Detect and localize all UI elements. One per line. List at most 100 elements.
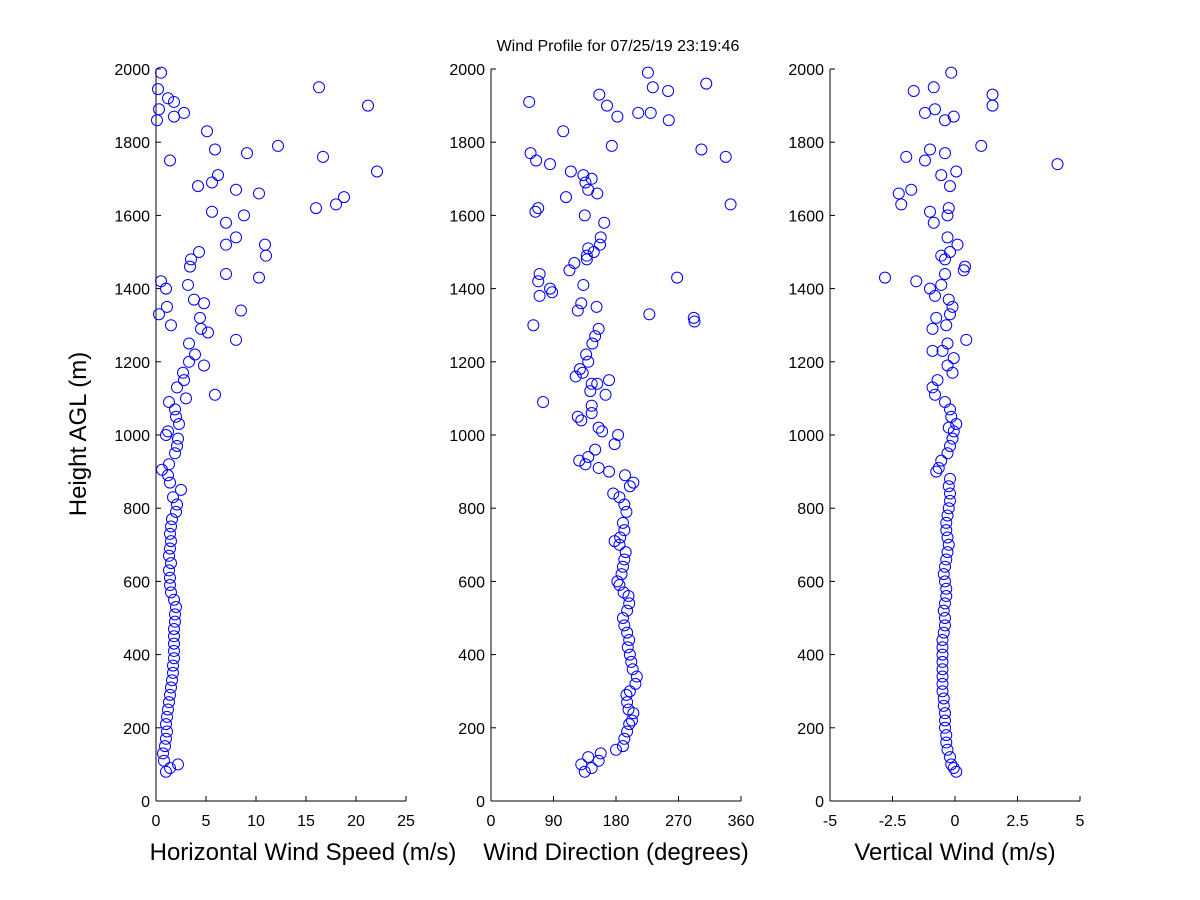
vertical-data-point	[936, 685, 949, 698]
direction-data-point	[616, 516, 629, 529]
speed-data-point	[165, 681, 177, 694]
vertical-data-point	[940, 553, 953, 566]
speed-y-tick-label: 800	[123, 501, 150, 518]
direction-data-point	[532, 275, 545, 288]
speed-data-point	[164, 542, 176, 555]
speed-data-point	[170, 410, 182, 423]
direction-data-point	[619, 469, 632, 482]
direction-data-point	[629, 677, 642, 690]
vertical-data-point	[927, 81, 940, 94]
direction-data-point	[591, 377, 604, 390]
vertical-data-point	[975, 139, 988, 152]
vertical-data-point	[986, 88, 999, 101]
speed-data-point	[164, 571, 176, 584]
vertical-data-point	[947, 352, 960, 365]
speed-data-point	[235, 304, 247, 317]
direction-y-tick-label: 400	[458, 648, 485, 665]
speed-data-point	[362, 99, 374, 112]
direction-data-point	[575, 414, 588, 427]
direction-data-point	[592, 421, 605, 434]
direction-data-point	[582, 242, 595, 255]
direction-data-point	[687, 311, 700, 324]
vertical-y-tick-label: 1400	[788, 282, 824, 299]
direction-data-point	[560, 191, 572, 204]
speed-data-point	[165, 535, 177, 548]
direction-data-point	[620, 505, 633, 518]
vertical-data-point	[941, 447, 954, 460]
direction-y-tick-label: 0	[476, 794, 485, 811]
direction-data-point	[577, 169, 590, 182]
figure-title: Wind Profile for 07/25/19 23:19:46	[497, 38, 740, 55]
speed-y-tick-label: 0	[141, 794, 150, 811]
direction-data-point	[576, 366, 589, 379]
vertical-data-point	[939, 597, 951, 610]
direction-data-point	[537, 396, 550, 409]
vertical-data-point	[939, 396, 951, 409]
speed-data-point	[164, 762, 176, 775]
vertical-data-point	[942, 480, 955, 493]
direction-data-point	[589, 443, 602, 456]
speed-data-point	[178, 106, 190, 119]
speed-data-point	[253, 187, 265, 200]
vertical-data-point	[929, 103, 941, 116]
speed-data-point	[166, 513, 178, 526]
direction-data-point	[613, 491, 626, 504]
direction-data-point	[671, 271, 684, 284]
vertical-data-point	[944, 308, 956, 321]
vertical-data-point	[910, 275, 923, 288]
speed-data-point	[168, 95, 180, 108]
direction-y-tick-label: 2000	[449, 62, 485, 79]
speed-data-point	[166, 674, 178, 687]
vertical-data-point	[936, 670, 949, 683]
direction-data-point	[621, 604, 634, 617]
speed-x-tick-label: 10	[247, 813, 265, 830]
vertical-data-point	[936, 641, 949, 654]
speed-data-point	[169, 608, 181, 621]
speed-x-tick-label: 15	[297, 813, 315, 830]
direction-data-point	[623, 597, 636, 610]
speed-y-tick-label: 1400	[114, 282, 150, 299]
direction-data-point	[585, 377, 598, 390]
vertical-data-point	[935, 169, 948, 182]
direction-data-point	[643, 308, 656, 321]
vertical-data-point	[939, 714, 951, 727]
speed-data-point	[220, 267, 232, 280]
direction-data-point	[618, 524, 631, 537]
direction-data-point	[569, 370, 582, 383]
vertical-data-point	[941, 359, 954, 372]
vertical-data-point	[937, 604, 950, 617]
speed-data-point	[206, 176, 218, 189]
vertical-data-point	[945, 410, 958, 423]
speed-data-point	[209, 143, 221, 156]
speed-data-point	[160, 718, 172, 731]
speed-y-tick-label: 200	[123, 721, 150, 738]
speed-data-point	[164, 527, 176, 540]
speed-data-point	[157, 747, 169, 760]
vertical-data-point	[944, 439, 956, 452]
vertical-data-point	[937, 699, 950, 712]
direction-data-point	[584, 385, 597, 398]
vertical-data-point	[942, 202, 955, 215]
direction-data-point	[623, 633, 636, 646]
vertical-data-point	[946, 300, 959, 313]
speed-data-point	[169, 447, 181, 460]
speed-data-point	[206, 205, 218, 218]
speed-data-point	[202, 326, 214, 339]
vertical-data-point	[941, 209, 954, 222]
direction-data-point	[603, 374, 616, 387]
vertical-data-point	[946, 432, 959, 445]
direction-y-tick-label: 1000	[449, 428, 485, 445]
speed-y-tick-label: 1800	[114, 135, 150, 152]
speed-data-point	[230, 333, 242, 346]
speed-data-point	[241, 147, 253, 160]
direction-data-point	[644, 106, 657, 119]
panel-speed: 0 200 400 600 800 1000 1200 1400 1600 1800 2000 0 5 1…	[114, 62, 456, 866]
direction-data-point	[568, 256, 581, 269]
direction-y-tick-label: 600	[458, 574, 485, 591]
speed-data-point	[164, 688, 176, 701]
direction-x-tick-label: 90	[545, 813, 563, 830]
vertical-data-point	[1051, 158, 1064, 171]
vertical-data-point	[940, 524, 953, 537]
